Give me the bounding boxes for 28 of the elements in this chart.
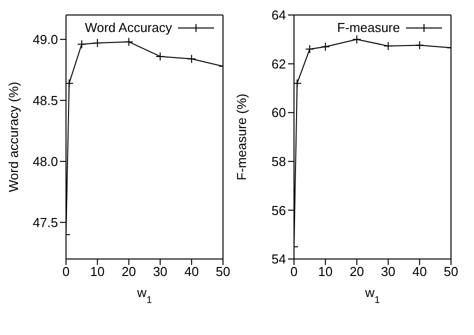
- y-axis-title: Word accuracy (%): [6, 82, 21, 192]
- y-tick-label: 62: [272, 56, 286, 72]
- legend-label: Word Accuracy: [84, 20, 172, 35]
- y-tick-label: 48.0: [32, 154, 58, 170]
- x-tick-label: 40: [412, 264, 427, 280]
- x-tick-label: 30: [380, 264, 396, 280]
- x-tick-label: 10: [90, 264, 105, 280]
- y-tick-label: 64: [272, 8, 286, 23]
- x-axis-title: w$_{1}$: [136, 285, 152, 306]
- x-tick-label: 40: [184, 264, 199, 280]
- y-tick-label: 47.5: [32, 215, 58, 230]
- x-tick-label: 50: [216, 264, 230, 280]
- x-axis-title: w$_{1}$: [364, 285, 380, 306]
- x-tick-label: 0: [62, 264, 70, 280]
- y-tick-label: 56: [272, 202, 286, 218]
- y-tick-label: 60: [272, 105, 286, 120]
- x-tick-label: 10: [318, 264, 333, 280]
- x-tick-label: 20: [350, 264, 364, 280]
- y-axis-title: F-measure (%): [234, 94, 249, 180]
- x-tick-label: 20: [122, 264, 136, 280]
- y-tick-label: 48.5: [32, 93, 58, 108]
- x-tick-label: 50: [444, 264, 458, 280]
- legend-label: F-measure: [337, 20, 400, 35]
- x-tick-label: 30: [152, 264, 168, 280]
- y-tick-label: 49.0: [32, 32, 58, 48]
- y-tick-label: 54: [272, 252, 286, 267]
- y-tick-label: 58: [272, 154, 286, 170]
- x-tick-label: 0: [290, 264, 298, 280]
